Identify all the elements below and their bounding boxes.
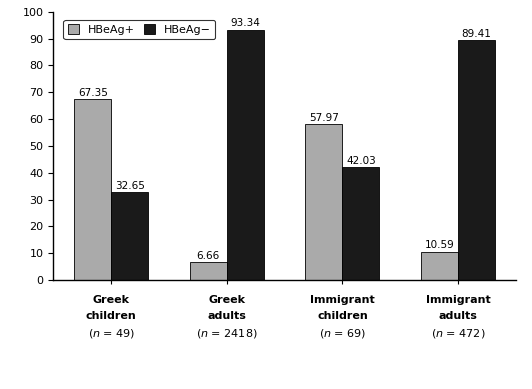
- Text: children: children: [86, 311, 137, 321]
- Bar: [227, 30, 264, 280]
- Text: Greek: Greek: [209, 295, 245, 305]
- Text: Greek: Greek: [93, 295, 130, 305]
- Text: 6.66: 6.66: [197, 251, 220, 261]
- Text: 10.59: 10.59: [425, 240, 454, 250]
- Text: ($n$ = 472): ($n$ = 472): [431, 327, 485, 340]
- Text: children: children: [317, 311, 368, 321]
- Text: adults: adults: [438, 311, 477, 321]
- Bar: [421, 252, 458, 280]
- Text: 32.65: 32.65: [115, 181, 145, 191]
- Text: ($n$ = 49): ($n$ = 49): [88, 327, 135, 340]
- Text: 67.35: 67.35: [78, 88, 107, 98]
- Bar: [305, 124, 343, 280]
- Text: 89.41: 89.41: [462, 29, 492, 39]
- Text: adults: adults: [207, 311, 246, 321]
- Text: Immigrant: Immigrant: [310, 295, 375, 305]
- Text: ($n$ = 69): ($n$ = 69): [319, 327, 366, 340]
- Text: 42.03: 42.03: [346, 156, 376, 166]
- Bar: [343, 167, 379, 280]
- Bar: [190, 262, 227, 280]
- Text: ($n$ = 2418): ($n$ = 2418): [196, 327, 257, 340]
- Bar: [458, 40, 495, 280]
- Text: 57.97: 57.97: [309, 113, 339, 123]
- Text: Immigrant: Immigrant: [426, 295, 491, 305]
- Text: 93.34: 93.34: [230, 18, 260, 28]
- Legend: HBeAg+, HBeAg−: HBeAg+, HBeAg−: [63, 20, 215, 39]
- Bar: [74, 99, 111, 280]
- Bar: [111, 193, 148, 280]
